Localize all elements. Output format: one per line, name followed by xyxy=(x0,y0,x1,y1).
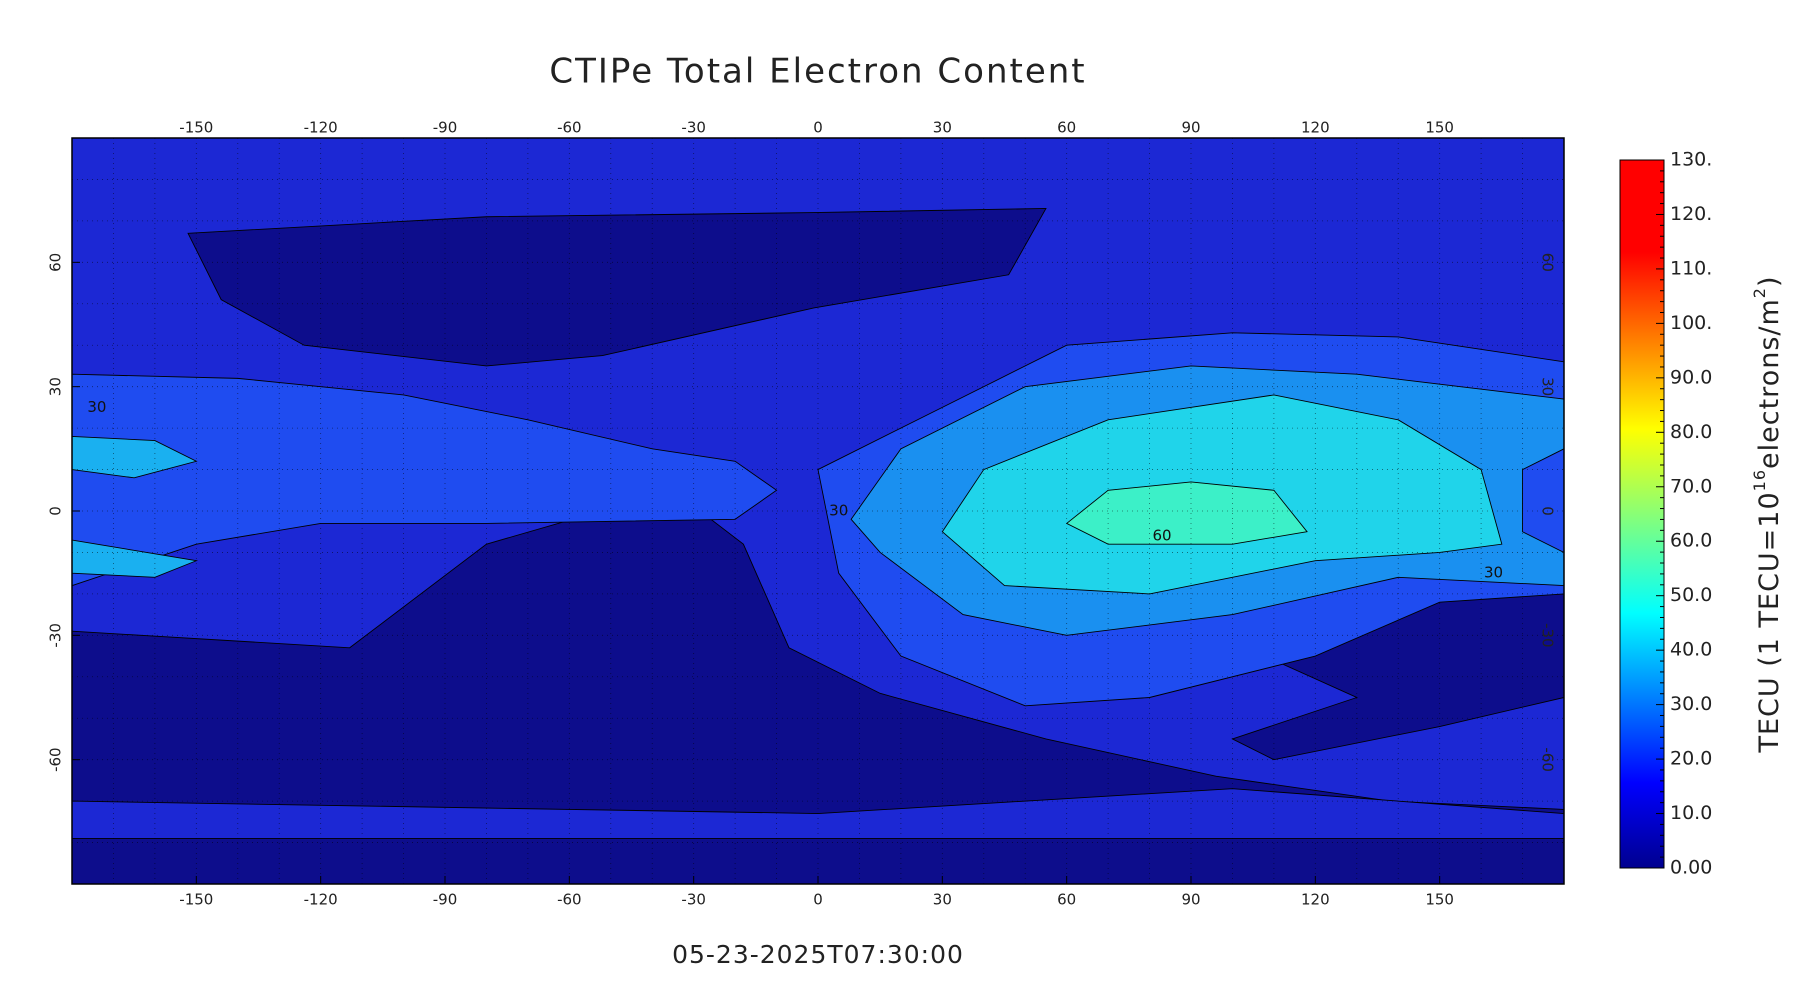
colorbar-tick-label: 90.0 xyxy=(1670,366,1712,388)
contour-label: 30 xyxy=(829,502,848,520)
y-tick-label-left: -60 xyxy=(47,747,65,772)
y-tick-label-right: -60 xyxy=(1539,747,1557,772)
y-tick-label-right: 30 xyxy=(1539,377,1557,396)
colorbar-tick-label: 130. xyxy=(1670,149,1712,171)
x-tick-label-bottom: 150 xyxy=(1425,891,1454,909)
y-tick-label-right: -30 xyxy=(1539,623,1557,648)
colorbar-tick-label: 30.0 xyxy=(1670,693,1712,715)
contour-50-60 xyxy=(1067,482,1307,544)
colorbar-label-exponent: 16 xyxy=(1750,469,1769,491)
x-tick-label-top: 150 xyxy=(1425,119,1454,137)
colorbar-tick-label: 60.0 xyxy=(1670,530,1712,552)
colorbar-tick-label: 20.0 xyxy=(1670,748,1712,770)
x-tick-label-bottom: -150 xyxy=(179,891,213,909)
colorbar-label-text: TECU (1 TECU=10 xyxy=(1754,491,1785,753)
chart-title: CTIPe Total Electron Content xyxy=(549,52,1086,92)
colorbar-tick-label: 40.0 xyxy=(1670,639,1712,661)
grid xyxy=(72,138,1564,884)
colorbar-label-exponent: 2 xyxy=(1750,287,1769,298)
x-tick-label-top: 60 xyxy=(1057,119,1076,137)
colorbar-tick-label: 0.00 xyxy=(1670,857,1712,879)
contour-label: 30 xyxy=(87,398,106,416)
y-tick-label-left: 0 xyxy=(47,506,65,516)
x-tick-label-bottom: 0 xyxy=(813,891,823,909)
x-tick-label-top: 120 xyxy=(1301,119,1330,137)
x-tick-label-bottom: 60 xyxy=(1057,891,1076,909)
x-tick-label-top: -150 xyxy=(179,119,213,137)
x-tick-label-top: -60 xyxy=(557,119,582,137)
x-tick-label-top: -120 xyxy=(304,119,338,137)
colorbar-tick-label: 10.0 xyxy=(1670,802,1712,824)
x-tick-label-bottom: 30 xyxy=(933,891,952,909)
contours xyxy=(72,208,1564,884)
colorbar-tick-label: 110. xyxy=(1670,257,1712,279)
colorbar-tick-label: 70.0 xyxy=(1670,475,1712,497)
x-tick-label-bottom: -90 xyxy=(433,891,458,909)
y-tick-label-left: 30 xyxy=(47,377,65,396)
y-tick-label-left: 60 xyxy=(47,253,65,272)
x-tick-label-bottom: 120 xyxy=(1301,891,1330,909)
contour-label: 60 xyxy=(1152,526,1171,544)
colorbar-tick-label: 120. xyxy=(1670,203,1712,225)
x-tick-label-top: -90 xyxy=(433,119,458,137)
x-tick-label-top: 90 xyxy=(1181,119,1200,137)
map: 30 30 60 30 xyxy=(72,138,1564,884)
y-tick-label-right: 0 xyxy=(1539,506,1557,516)
x-tick-label-bottom: -60 xyxy=(557,891,582,909)
x-tick-label-bottom: -120 xyxy=(304,891,338,909)
x-tick-label-top: 30 xyxy=(933,119,952,137)
colorbar-label-text: electrons/m xyxy=(1754,298,1785,469)
x-tick-label-bottom: 90 xyxy=(1181,891,1200,909)
contour-low-north xyxy=(188,208,1046,365)
colorbar-label: TECU (1 TECU=1016electrons/m2) xyxy=(1750,275,1785,753)
colorbar-label-text: ) xyxy=(1754,275,1785,287)
timestamp: 05-23-2025T07:30:00 xyxy=(672,940,964,969)
x-tick-label-bottom: -30 xyxy=(681,891,706,909)
colorbar xyxy=(1619,159,1665,869)
colorbar-tick-label: 100. xyxy=(1670,312,1712,334)
colorbar-tick-label: 50.0 xyxy=(1670,584,1712,606)
contour-band-left xyxy=(72,374,777,585)
contour-labels: 30 30 60 30 xyxy=(87,398,1503,582)
y-tick-label-right: 60 xyxy=(1539,253,1557,272)
x-tick-label-top: 0 xyxy=(813,119,823,137)
x-tick-label-top: -30 xyxy=(681,119,706,137)
contour-label: 30 xyxy=(1484,564,1503,582)
colorbar-tick-label: 80.0 xyxy=(1670,421,1712,443)
y-tick-label-left: -30 xyxy=(47,623,65,648)
